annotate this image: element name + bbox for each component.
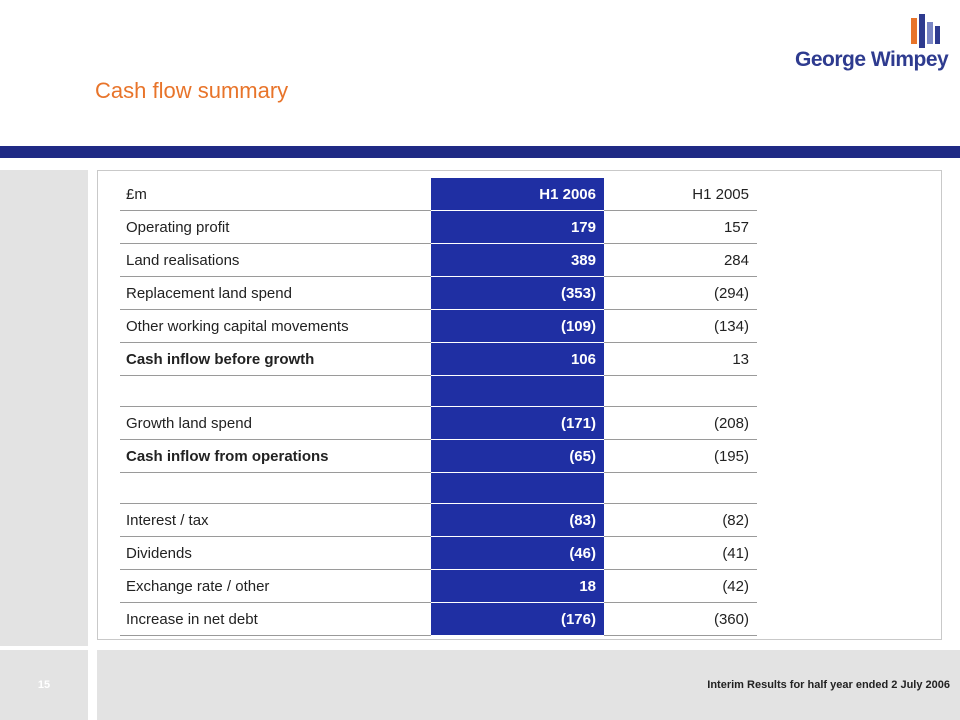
table-row-subtotal: Cash inflow before growth 106 13	[120, 342, 757, 376]
page-number: 15	[37, 679, 51, 691]
row-label: Cash inflow from operations	[120, 439, 431, 473]
spacer-row	[120, 375, 757, 407]
row-prior-value: (208)	[604, 406, 757, 440]
row-prior-value: (195)	[604, 439, 757, 473]
row-current-value: (109)	[431, 309, 604, 343]
row-prior-value: (82)	[604, 503, 757, 537]
row-label: Growth land spend	[120, 406, 431, 440]
row-current-value: (83)	[431, 503, 604, 537]
row-label: Replacement land spend	[120, 276, 431, 310]
table-header-row: £m H1 2006 H1 2005	[120, 178, 757, 211]
left-margin-strip	[0, 170, 88, 646]
row-label: Interest / tax	[120, 503, 431, 537]
row-current-value: 389	[431, 243, 604, 277]
table-row: Dividends (46) (41)	[120, 536, 757, 570]
row-label: Operating profit	[120, 210, 431, 244]
slide-title: Cash flow summary	[95, 78, 289, 103]
row-prior-value: 157	[604, 210, 757, 244]
row-current-value: (46)	[431, 536, 604, 570]
brand-name: George Wimpey	[795, 48, 949, 71]
row-prior-value: (360)	[604, 602, 757, 636]
row-label: Cash inflow before growth	[120, 342, 431, 376]
footer-bar	[97, 650, 960, 720]
row-label: Other working capital movements	[120, 309, 431, 343]
table-row-subtotal: Cash inflow from operations (65) (195)	[120, 439, 757, 473]
row-current-value: 179	[431, 210, 604, 244]
brand-logo: George Wimpey	[795, 14, 949, 74]
row-current-value: (353)	[431, 276, 604, 310]
row-prior-value: (42)	[604, 569, 757, 603]
row-label: Land realisations	[120, 243, 431, 277]
header-prior-period: H1 2005	[604, 178, 757, 211]
row-current-value: 106	[431, 342, 604, 376]
header-current-period: H1 2006	[431, 178, 604, 211]
table-row: Exchange rate / other 18 (42)	[120, 569, 757, 603]
row-current-value: (176)	[431, 602, 604, 636]
row-prior-value: 284	[604, 243, 757, 277]
table-row-total: Increase in net debt (176) (360)	[120, 602, 757, 636]
table-row: Other working capital movements (109) (1…	[120, 309, 757, 343]
table-row: Operating profit 179 157	[120, 210, 757, 244]
logo-bars-icon	[911, 14, 940, 48]
cash-flow-table: £m H1 2006 H1 2005 Operating profit 179 …	[120, 178, 757, 636]
row-label: Exchange rate / other	[120, 569, 431, 603]
spacer-row	[120, 472, 757, 504]
row-prior-value: 13	[604, 342, 757, 376]
row-current-value: (65)	[431, 439, 604, 473]
row-label: Increase in net debt	[120, 602, 431, 636]
table-row: Growth land spend (171) (208)	[120, 406, 757, 440]
table-row: Replacement land spend (353) (294)	[120, 276, 757, 310]
header-units: £m	[120, 178, 431, 211]
row-current-value: (171)	[431, 406, 604, 440]
footer-page-block	[0, 650, 88, 720]
table-row: Land realisations 389 284	[120, 243, 757, 277]
row-prior-value: (41)	[604, 536, 757, 570]
footer-caption: Interim Results for half year ended 2 Ju…	[707, 679, 950, 691]
header-divider-bar	[0, 146, 960, 158]
row-label: Dividends	[120, 536, 431, 570]
row-prior-value: (294)	[604, 276, 757, 310]
row-current-value: 18	[431, 569, 604, 603]
table-row: Interest / tax (83) (82)	[120, 503, 757, 537]
row-prior-value: (134)	[604, 309, 757, 343]
